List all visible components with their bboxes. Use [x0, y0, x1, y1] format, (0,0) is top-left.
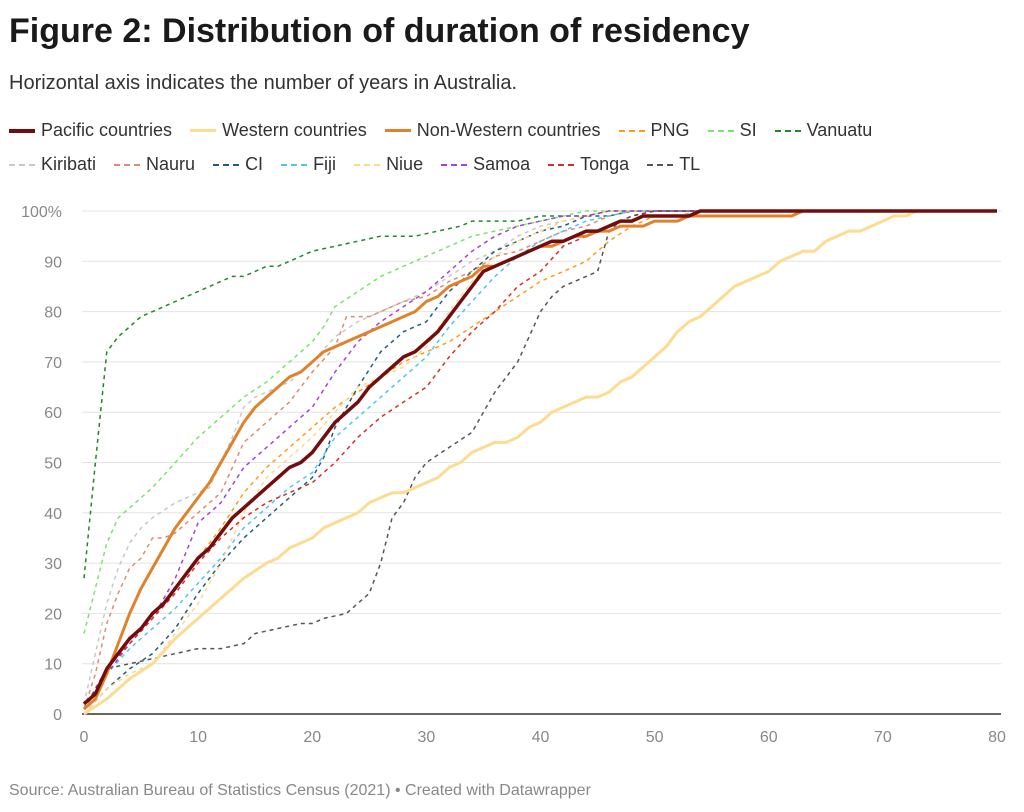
series-line-vanuatu: [83, 210, 997, 579]
legend-item: Nauru: [114, 154, 195, 175]
legend-label: TL: [679, 154, 701, 174]
y-tick-label: 90: [44, 254, 62, 271]
legend-item: TL: [647, 154, 700, 175]
legend-item: Pacific countries: [9, 120, 172, 141]
legend-swatch: [707, 129, 734, 132]
legend-item: Western countries: [190, 120, 367, 141]
legend-label: Non-Western countries: [416, 120, 601, 140]
legend-swatch: [190, 129, 217, 132]
legend-swatch: [441, 163, 468, 166]
series-line-kiribati: [83, 210, 997, 705]
x-tick-label: 0: [80, 729, 89, 746]
legend-item: PNG: [618, 120, 690, 141]
y-tick-label: 70: [44, 355, 62, 372]
legend-label: Tonga: [580, 154, 630, 174]
legend-item: CI: [213, 154, 263, 175]
legend-swatch: [9, 128, 35, 133]
y-tick-label: 0: [53, 707, 62, 724]
legend-swatch: [647, 163, 674, 166]
legend-swatch: [384, 129, 411, 132]
legend-item: Kiribati: [9, 154, 96, 175]
x-tick-label: 60: [760, 729, 778, 746]
legend-item: Samoa: [441, 154, 530, 175]
legend-label: Nauru: [146, 154, 196, 174]
legend-label: Western countries: [222, 120, 367, 140]
legend-swatch: [213, 163, 240, 166]
series-line-non-western-countries: [83, 209, 997, 711]
series-line-niue: [83, 210, 997, 715]
legend-label: PNG: [650, 120, 690, 140]
x-tick-label: 80: [988, 729, 1006, 746]
series-line-si: [83, 210, 997, 634]
legend-item: Niue: [354, 154, 423, 175]
legend-swatch: [618, 129, 645, 132]
x-tick-label: 30: [417, 729, 435, 746]
y-tick-label: 60: [44, 405, 62, 422]
y-tick-label: 10: [44, 657, 62, 674]
legend-swatch: [774, 129, 801, 132]
legend-label: Vanuatu: [806, 120, 873, 140]
x-tick-label: 10: [189, 729, 207, 746]
series-line-tl: [83, 210, 997, 710]
legend-label: CI: [245, 154, 264, 174]
y-tick-label: 30: [44, 556, 62, 573]
x-tick-label: 40: [532, 729, 550, 746]
x-tick-label: 50: [646, 729, 664, 746]
legend-swatch: [354, 163, 381, 166]
legend-label: Fiji: [313, 154, 337, 174]
legend-swatch: [548, 163, 575, 166]
legend-item: Vanuatu: [774, 120, 873, 141]
legend-row-1: Pacific countries Western countries Non-We…: [9, 120, 872, 141]
series-line-fiji: [83, 210, 997, 710]
legend-item: Tonga: [548, 154, 629, 175]
x-tick-label: 70: [874, 729, 892, 746]
y-tick-label: 20: [44, 606, 62, 623]
series-line-tonga: [83, 210, 997, 710]
chart-subtitle: Horizontal axis indicates the number of …: [9, 72, 518, 94]
source-note: Source: Australian Bureau of Statistics …: [9, 782, 591, 799]
y-tick-label: 40: [44, 506, 62, 523]
series-line-western-countries: [83, 209, 997, 716]
legend-label: Niue: [386, 154, 424, 174]
legend-label: Pacific countries: [41, 120, 173, 140]
series-line-samoa: [83, 210, 997, 710]
legend-item: Fiji: [281, 154, 336, 175]
y-tick-label: 100%: [21, 204, 62, 221]
legend-item: Non-Western countries: [384, 120, 601, 141]
chart-title: Figure 2: Distribution of duration of re…: [9, 12, 750, 50]
legend-swatch: [281, 163, 308, 166]
legend-item: SI: [707, 120, 757, 141]
series-line-pacific-countries: [82, 209, 997, 706]
legend-label: SI: [739, 120, 757, 140]
legend-label: Kiribati: [41, 154, 97, 174]
legend-swatch: [9, 163, 35, 166]
legend-label: Samoa: [473, 154, 531, 174]
y-tick-label: 80: [44, 305, 62, 322]
x-tick-label: 20: [303, 729, 321, 746]
y-tick-label: 50: [44, 456, 62, 473]
legend-swatch: [114, 163, 141, 166]
legend-row-2: Kiribati Nauru CI Fiji Niue Samoa Tonga TL: [9, 154, 700, 175]
